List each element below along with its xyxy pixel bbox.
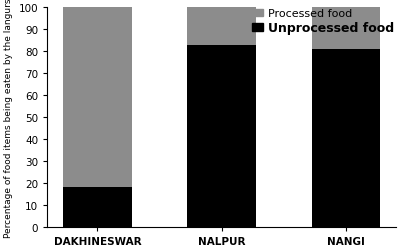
Bar xyxy=(63,188,132,227)
Bar xyxy=(188,45,256,227)
Bar xyxy=(188,8,256,45)
Legend: Processed food, Unprocessed food: Processed food, Unprocessed food xyxy=(252,9,394,34)
Y-axis label: Percentage of food items being eaten by the langurs: Percentage of food items being eaten by … xyxy=(4,0,13,237)
Bar xyxy=(63,8,132,188)
Bar xyxy=(312,8,380,50)
Bar xyxy=(312,50,380,227)
